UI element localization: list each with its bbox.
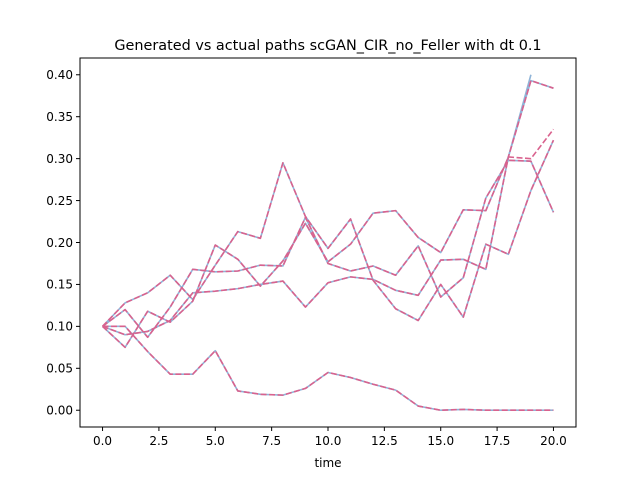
x-tick-label: 20.0 bbox=[540, 434, 567, 448]
y-axis: 0.00 0.05 0.10 0.15 0.20 0.25 0.30 0.35 0.40 bbox=[46, 68, 80, 418]
y-tick-label: 0.05 bbox=[46, 362, 73, 376]
y-tick-label: 0.15 bbox=[46, 278, 73, 292]
y-tick-label: 0.20 bbox=[46, 236, 73, 250]
generated-path-line-2 bbox=[101, 139, 555, 327]
generated-series-group bbox=[101, 79, 555, 412]
x-tick-label: 7.5 bbox=[262, 434, 281, 448]
x-tick-label: 10.0 bbox=[315, 434, 342, 448]
y-tick-label: 0.00 bbox=[46, 404, 73, 418]
x-tick-label: 15.0 bbox=[427, 434, 454, 448]
x-axis-label: time bbox=[314, 456, 341, 470]
y-tick-label: 0.30 bbox=[46, 152, 73, 166]
y-tick-label: 0.25 bbox=[46, 194, 73, 208]
plot-area bbox=[101, 74, 555, 412]
y-tick-label: 0.10 bbox=[46, 320, 73, 334]
y-tick-label: 0.35 bbox=[46, 110, 73, 124]
generated-path-line-1 bbox=[102, 128, 555, 349]
x-tick-label: 0.0 bbox=[93, 434, 112, 448]
x-axis: 0.0 2.5 5.0 7.5 10.0 12.5 15.0 17.5 20.0 bbox=[93, 427, 567, 448]
y-tick-label: 0.40 bbox=[46, 68, 73, 82]
x-tick-label: 2.5 bbox=[149, 434, 168, 448]
generated-path-line-3 bbox=[102, 159, 555, 339]
generated-path-line-5 bbox=[102, 325, 554, 412]
chart-title: Generated vs actual paths scGAN_CIR_no_F… bbox=[114, 38, 541, 54]
x-tick-label: 17.5 bbox=[484, 434, 511, 448]
x-tick-label: 5.0 bbox=[206, 434, 225, 448]
generated-path-line-4 bbox=[102, 79, 554, 336]
x-tick-label: 12.5 bbox=[371, 434, 398, 448]
